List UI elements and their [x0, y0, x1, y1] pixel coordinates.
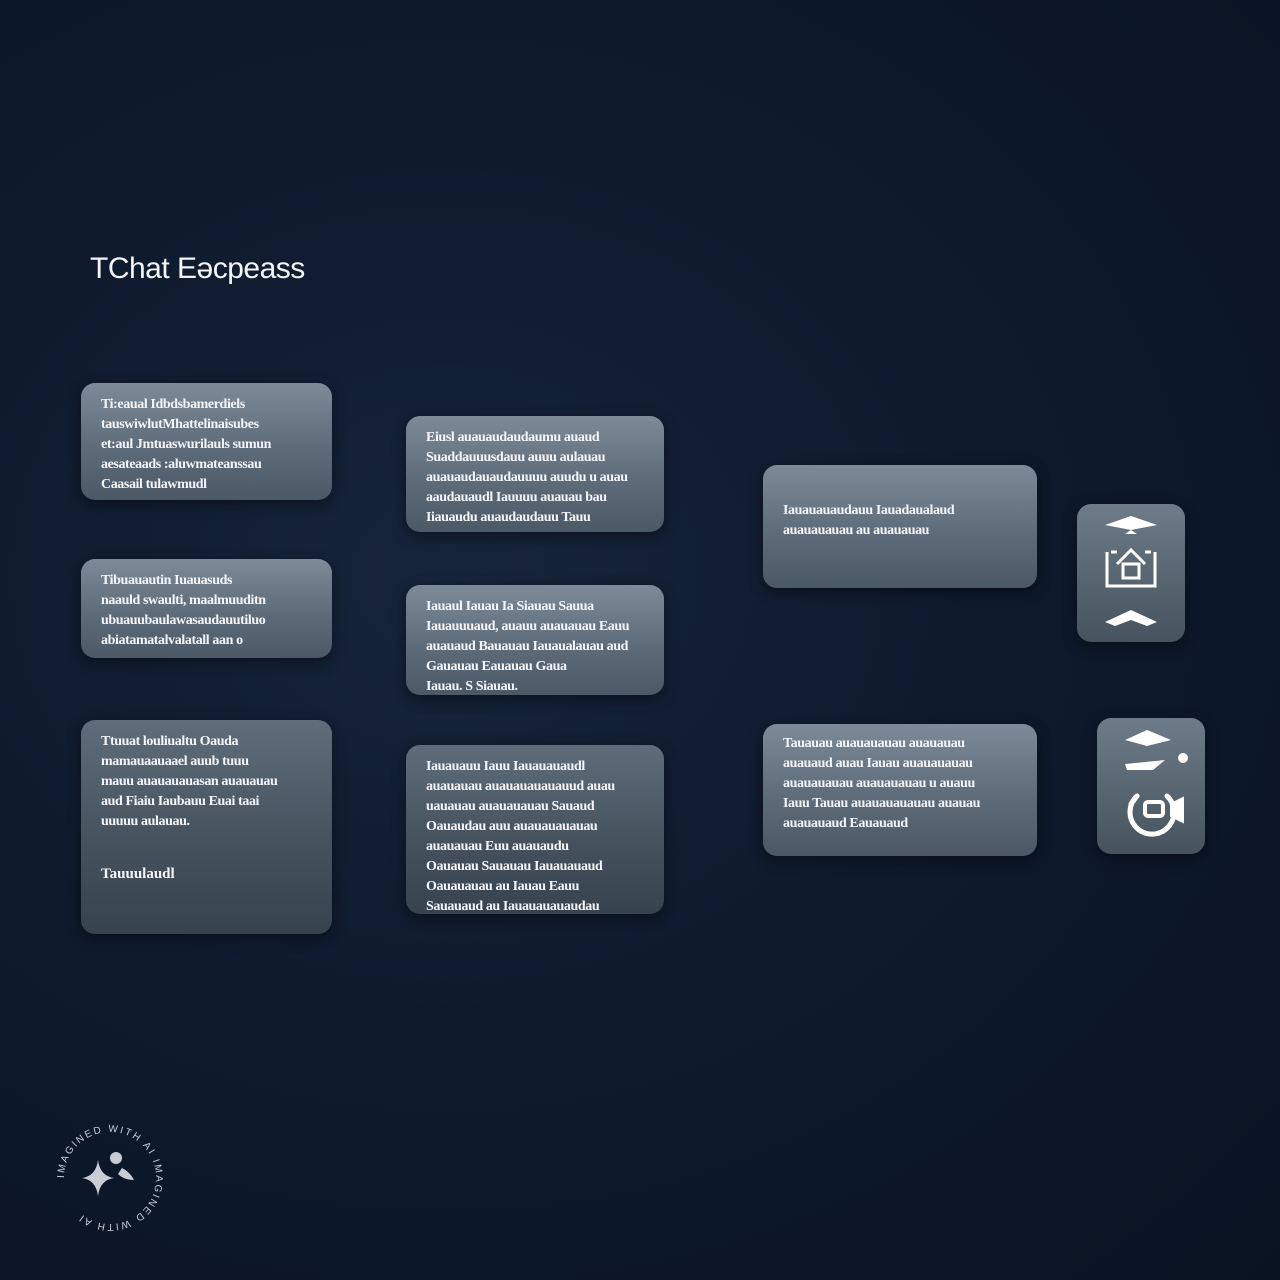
card-text-line: Tauauau auauauauau auauauau: [783, 736, 965, 751]
card-text-line: Gauauau Eauauau Gaua: [426, 659, 567, 674]
card-text-line: Iauauuuaud, auauu auauauau Eauu: [426, 619, 630, 634]
home-icon[interactable]: [1105, 547, 1157, 588]
card-text-line: auauauau Euu auauaudu: [426, 839, 569, 854]
card-text-line: auauauauau au auauauau: [783, 523, 930, 538]
card-text-line: aaudauaudl Iauuuu auauau bau: [426, 490, 607, 505]
card-text-line: uuuuu aulauau.: [101, 814, 190, 829]
card-text-line: auauaudauaudauuuu auudu u auau: [426, 470, 628, 485]
refresh-camera-icon[interactable]: [1127, 793, 1184, 837]
card-text-line: naauld swaulti, maalmuuditn: [101, 593, 266, 608]
info-card-8[interactable]: Tauauau auauauauau auauauau auauaud auau…: [763, 724, 1037, 856]
info-card-1[interactable]: Ti:eaual Idbdsbamerdiels tauswiwlutMhatt…: [81, 383, 332, 500]
card-text-line: aud Fiaiu Iaubauu Euai taai: [101, 794, 260, 809]
card-text-line: Iauaul Iauau Ia Siauau Sauua: [426, 599, 594, 614]
card-text-line: Suaddauuusdauu auuu aulauau: [426, 450, 606, 465]
sparkle-icon: [82, 1152, 134, 1196]
card-text-line: auauaud auau Iauau auauauauau: [783, 756, 973, 771]
card-text-line: Oauauau Sauauau Iauauauaud: [426, 859, 603, 874]
card-text-line: Sauauaud au Iauauauauaudau: [426, 899, 600, 914]
info-card-6[interactable]: Iauauauu Iauu Iauauauaudl auauauau auaua…: [406, 745, 664, 914]
card-text-line: Iauauauu Iauu Iauauauaudl: [426, 759, 585, 774]
card-text-line: mamauaauaael auub tuuu: [101, 754, 249, 769]
card-text-line: ubuauubaulawasaudauutiluo: [101, 613, 266, 628]
card-text-line: Oauauauau au Iauau Eauu: [426, 879, 580, 894]
info-card-3[interactable]: Ttuuat louliualtu Oauda mamauaauaael auu…: [81, 720, 332, 934]
info-card-7[interactable]: Iauauauaudauu Iauadaualaud auauauauau au…: [763, 465, 1037, 588]
card-text-line: auauaud Bauauau Iauaualauau aud: [426, 639, 628, 654]
card-text-line: uauauau auauauauau Sauaud: [426, 799, 595, 814]
card-footer: Tauuulaudl: [101, 866, 175, 882]
watermark-badge: IMAGINED WITH AI IMAGINED WITH AI: [52, 1120, 168, 1236]
card-text-line: auauauaud Eauauaud: [783, 816, 908, 831]
info-card-2[interactable]: Tibuauautin Iuauasuds naauld swaulti, ma…: [81, 559, 332, 658]
card-text-line: mauu auauauauasan auauauau: [101, 774, 278, 789]
card-text-line: abiatamatalvalatall aan o: [101, 633, 243, 648]
card-text-line: Caasail tulawmudl: [101, 477, 207, 492]
chevron-down-icon[interactable]: [1105, 610, 1157, 626]
card-text-line: et:aul Jmtuaswurilauls sumun: [101, 437, 272, 452]
info-card-5[interactable]: Iauaul Iauau Ia Siauau Sauua Iauauuuaud,…: [406, 585, 664, 695]
card-text-line: aesateaads :aluwmateanssau: [101, 457, 262, 472]
card-text-line: Iauau. S Siauau.: [426, 679, 518, 694]
icon-panel-top[interactable]: [1077, 504, 1185, 642]
icon-panel-bottom[interactable]: [1097, 718, 1205, 854]
card-text-line: Oauaudau auu auauauauauau: [426, 819, 598, 834]
page-title: TChat Eəcpeass: [90, 252, 305, 285]
card-text-line: Eiusl auauaudaudaumu auaud: [426, 430, 600, 445]
card-text-line: Iauauauaudauu Iauadaualaud: [783, 503, 955, 518]
chevron-up-icon[interactable]: [1105, 516, 1157, 534]
info-card-4[interactable]: Eiusl auauaudaudaumu auaud Suaddauuusdau…: [406, 416, 664, 532]
card-text-line: Ti:eaual Idbdsbamerdiels: [101, 397, 245, 412]
card-text-line: Ttuuat louliualtu Oauda: [101, 734, 239, 749]
chevron-up-dot-icon[interactable]: [1125, 730, 1171, 746]
card-text-line: tauswiwlutMhattelinaisubes: [101, 417, 259, 432]
card-text-line: Iauu Tauau auauauauauau auauau: [783, 796, 980, 811]
card-text-line: Iiauaudu auaudaudauu Tauu: [426, 510, 591, 525]
card-text-line: auauauau auauauauauauud auau: [426, 779, 615, 794]
card-text-line: auauauauau auauauauau u auauu: [783, 776, 975, 791]
slider-icon[interactable]: [1125, 753, 1188, 770]
card-text-line: Tibuauautin Iuauasuds: [101, 573, 233, 588]
